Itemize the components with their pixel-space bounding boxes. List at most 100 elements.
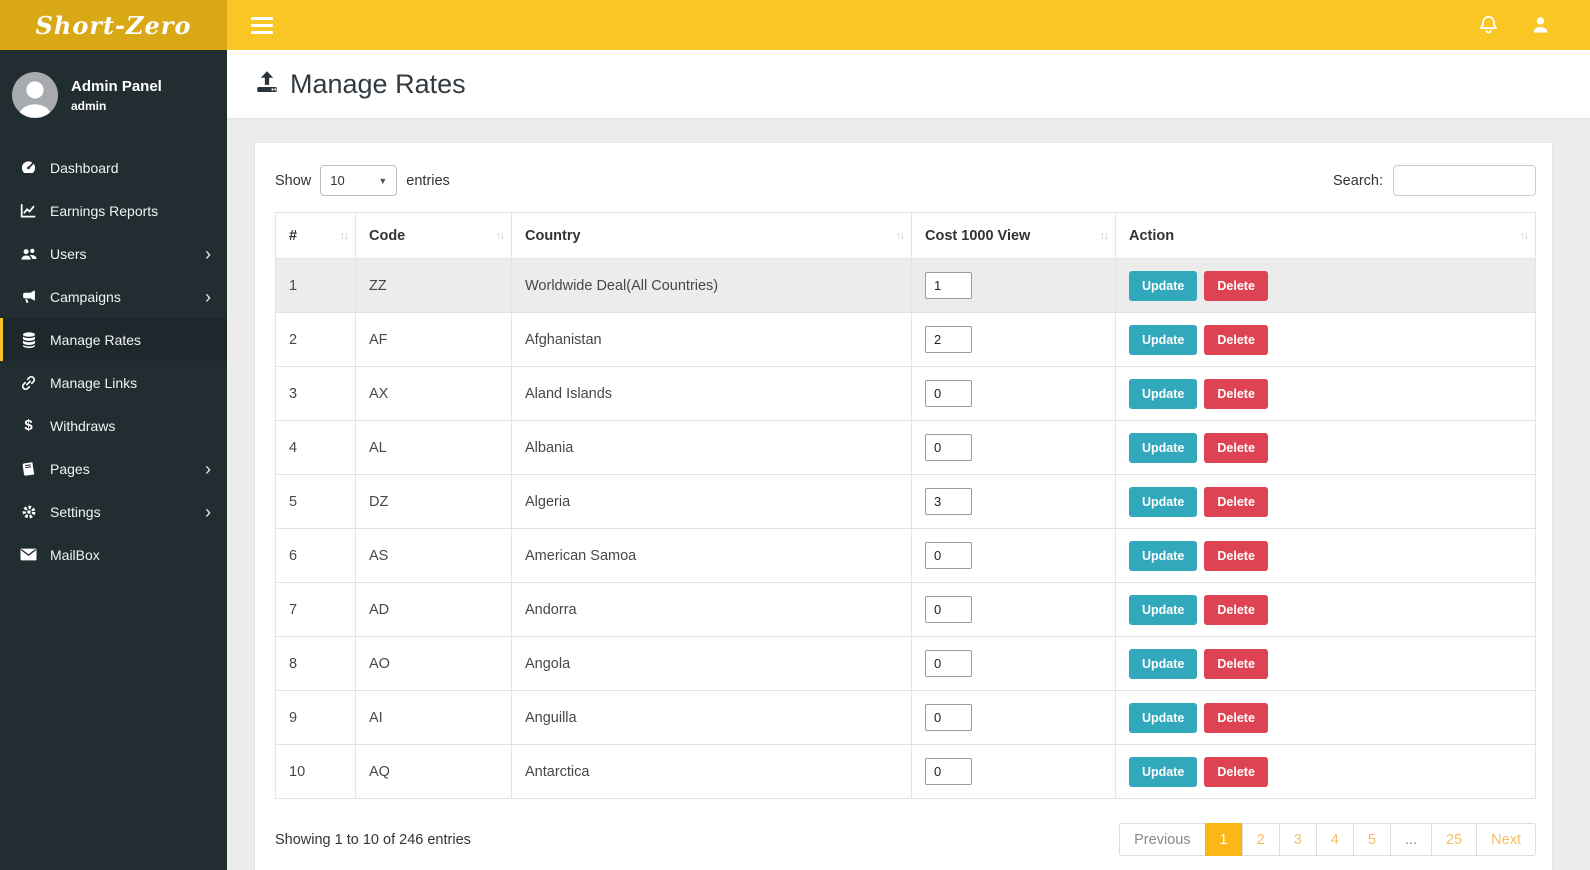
sidebar: Admin Panel admin Dashboard Earnings Rep… <box>0 50 227 870</box>
pagination-3[interactable]: 3 <box>1278 823 1317 856</box>
entries-select[interactable]: 10 ▼ <box>320 165 398 196</box>
cell-num: 2 <box>275 312 356 367</box>
cell-action: Update Delete <box>1115 366 1536 421</box>
users-icon <box>18 246 39 262</box>
cell-num: 7 <box>275 582 356 637</box>
cost-input[interactable] <box>925 704 972 731</box>
update-button[interactable]: Update <box>1129 594 1198 625</box>
database-icon <box>18 331 39 348</box>
cost-input[interactable] <box>925 272 972 299</box>
cost-input[interactable] <box>925 542 972 569</box>
topbar <box>227 0 1590 50</box>
table-row: 8 AO Angola Update Delete <box>275 636 1536 691</box>
update-button[interactable]: Update <box>1129 378 1198 409</box>
pagination-4[interactable]: 4 <box>1315 823 1354 856</box>
sidebar-item-settings[interactable]: Settings › <box>0 490 227 533</box>
pagination-1[interactable]: 1 <box>1204 823 1243 856</box>
table-body: 1 ZZ Worldwide Deal(All Countries) Updat… <box>275 258 1536 799</box>
update-button[interactable]: Update <box>1129 540 1198 571</box>
cell-action: Update Delete <box>1115 636 1536 691</box>
update-button[interactable]: Update <box>1129 432 1198 463</box>
cell-action: Update Delete <box>1115 582 1536 637</box>
delete-button[interactable]: Delete <box>1204 432 1268 463</box>
cost-input[interactable] <box>925 326 972 353</box>
sidebar-item-withdraws[interactable]: $ Withdraws <box>0 404 227 447</box>
pagination-5[interactable]: 5 <box>1352 823 1391 856</box>
column-header-action[interactable]: Action ↑↓ <box>1115 212 1536 259</box>
table-row: 1 ZZ Worldwide Deal(All Countries) Updat… <box>275 258 1536 313</box>
cell-num: 10 <box>275 744 356 799</box>
cell-cost <box>911 366 1116 421</box>
topbar-icons <box>1478 15 1550 35</box>
column-header--[interactable]: # ↑↓ <box>275 212 356 259</box>
cost-input[interactable] <box>925 596 972 623</box>
bell-icon[interactable] <box>1478 15 1498 35</box>
update-button[interactable]: Update <box>1129 648 1198 679</box>
update-button[interactable]: Update <box>1129 270 1198 301</box>
update-button[interactable]: Update <box>1129 324 1198 355</box>
search-input[interactable] <box>1393 165 1536 196</box>
sidebar-item-campaigns[interactable]: Campaigns › <box>0 275 227 318</box>
sidebar-item-mailbox[interactable]: MailBox <box>0 533 227 576</box>
cell-cost <box>911 636 1116 691</box>
delete-button[interactable]: Delete <box>1204 270 1268 301</box>
cell-country: Anguilla <box>511 690 912 745</box>
pagination-25[interactable]: 25 <box>1431 823 1478 856</box>
user-icon[interactable] <box>1530 15 1550 35</box>
delete-button[interactable]: Delete <box>1204 756 1268 787</box>
pagination-2[interactable]: 2 <box>1241 823 1280 856</box>
sidebar-item-manage-rates[interactable]: Manage Rates <box>0 318 227 361</box>
update-button[interactable]: Update <box>1129 486 1198 517</box>
delete-button[interactable]: Delete <box>1204 486 1268 517</box>
cell-country: Afghanistan <box>511 312 912 367</box>
delete-button[interactable]: Delete <box>1204 702 1268 733</box>
cost-input[interactable] <box>925 758 972 785</box>
cost-input[interactable] <box>925 434 972 461</box>
cell-cost <box>911 690 1116 745</box>
sidebar-item-dashboard[interactable]: Dashboard <box>0 146 227 189</box>
chevron-right-icon: › <box>205 458 211 479</box>
table-info: Showing 1 to 10 of 246 entries <box>275 831 471 848</box>
update-button[interactable]: Update <box>1129 756 1198 787</box>
pagination-previous[interactable]: Previous <box>1119 823 1206 856</box>
cost-input[interactable] <box>925 380 972 407</box>
cell-code: AX <box>355 366 512 421</box>
sidebar-menu: Dashboard Earnings Reports Users › Campa… <box>0 146 227 576</box>
cell-country: American Samoa <box>511 528 912 583</box>
sort-icon: ↑↓ <box>339 229 349 242</box>
pagination-next[interactable]: Next <box>1476 823 1536 856</box>
search-box: Search: <box>1333 165 1536 196</box>
cost-input[interactable] <box>925 650 972 677</box>
bullhorn-icon <box>18 289 39 305</box>
cell-code: DZ <box>355 474 512 529</box>
cell-action: Update Delete <box>1115 528 1536 583</box>
column-header-cost-1000-view[interactable]: Cost 1000 View ↑↓ <box>911 212 1116 259</box>
cell-cost <box>911 474 1116 529</box>
delete-button[interactable]: Delete <box>1204 540 1268 571</box>
sidebar-item-users[interactable]: Users › <box>0 232 227 275</box>
hamburger-icon[interactable] <box>243 7 281 43</box>
column-header-country[interactable]: Country ↑↓ <box>511 212 912 259</box>
column-header-code[interactable]: Code ↑↓ <box>355 212 512 259</box>
datatable-controls: Show 10 ▼ entries Search: <box>275 165 1536 196</box>
app-logo-text: Short-Zero <box>35 10 192 40</box>
delete-button[interactable]: Delete <box>1204 378 1268 409</box>
cell-code: AL <box>355 420 512 475</box>
select-caret-icon: ▼ <box>378 175 388 186</box>
table-row: 10 AQ Antarctica Update Delete <box>275 744 1536 799</box>
delete-button[interactable]: Delete <box>1204 648 1268 679</box>
app-logo[interactable]: Short-Zero <box>0 0 227 50</box>
pagination--[interactable]: ... <box>1389 823 1433 856</box>
delete-button[interactable]: Delete <box>1204 594 1268 625</box>
cell-code: ZZ <box>355 258 512 313</box>
sidebar-item-pages[interactable]: Pages › <box>0 447 227 490</box>
book-icon <box>18 461 39 477</box>
delete-button[interactable]: Delete <box>1204 324 1268 355</box>
dollar-icon: $ <box>24 417 33 434</box>
sidebar-item-earnings-reports[interactable]: Earnings Reports <box>0 189 227 232</box>
update-button[interactable]: Update <box>1129 702 1198 733</box>
cell-country: Andorra <box>511 582 912 637</box>
rates-table: # ↑↓ Code ↑↓ Country ↑↓ Cost 1000 View ↑… <box>275 212 1536 799</box>
sidebar-item-manage-links[interactable]: Manage Links <box>0 361 227 404</box>
cost-input[interactable] <box>925 488 972 515</box>
